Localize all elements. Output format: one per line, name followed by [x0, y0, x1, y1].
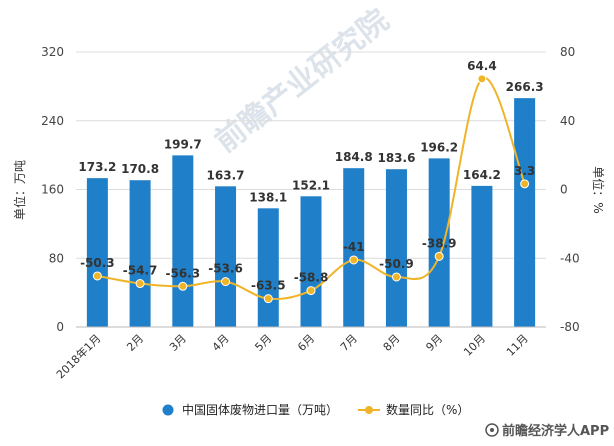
x-tick-label: 4月: [210, 332, 232, 354]
brand-logo-dot: [490, 428, 494, 432]
bar: [514, 98, 536, 327]
left-axis-title: 单位：万吨: [12, 160, 27, 220]
line-point: [434, 251, 444, 261]
x-tick-label: 9月: [423, 332, 445, 354]
watermark-text: 前瞻经济学人APP: [502, 423, 609, 439]
legend: 中国固体废物进口量（万吨） 数量同比（%）: [162, 402, 469, 417]
line-value-label: 3.3: [514, 164, 535, 178]
bar-series: [86, 98, 536, 327]
brand-logo-icon: [485, 423, 499, 437]
bar-value-label: 184.8: [335, 150, 373, 164]
line-point: [391, 272, 401, 282]
right-tick-label: -80: [560, 320, 580, 334]
right-tick-label: -40: [560, 251, 580, 265]
left-tick-label: 0: [56, 320, 64, 334]
bar-value-label: 164.2: [463, 168, 501, 182]
line-value-label: 64.4: [467, 59, 497, 73]
bar-value-label: 170.8: [121, 162, 159, 176]
right-axis-title: 单位：%: [591, 166, 606, 213]
line-series: [92, 74, 530, 304]
x-tick-label: 8月: [381, 332, 403, 354]
x-tick-label: 11月: [504, 332, 531, 359]
bar: [385, 169, 407, 327]
line-point: [349, 255, 359, 265]
bar-data-labels: 173.2 170.8 199.7 163.7 138.1 152.1 184.8 183.6…: [78, 80, 543, 204]
legend-bar-label: 中国固体废物进口量（万吨）: [182, 402, 338, 417]
x-tick-label: 6月: [295, 332, 317, 354]
bar-value-label: 266.3: [506, 80, 544, 94]
line-value-label: -50.9: [379, 257, 414, 271]
x-tick-label: 5月: [252, 332, 274, 354]
line-data-labels: -50.3 -54.7 -56.3 -53.6 -63.5 -58.8 -41 -50.9 -3…: [80, 59, 535, 293]
bar-value-label: 138.1: [249, 190, 287, 204]
line-value-label: -50.3: [80, 256, 115, 270]
line-point: [263, 294, 273, 304]
x-tick-label: 2月: [124, 332, 146, 354]
bar: [172, 155, 194, 327]
bar: [215, 186, 237, 327]
left-tick-label: 160: [41, 183, 64, 197]
bar-value-label: 173.2: [78, 160, 116, 174]
left-tick-label: 320: [41, 45, 64, 59]
bar-value-label: 152.1: [292, 178, 330, 192]
left-tick-label: 240: [41, 114, 64, 128]
source-watermark: 前瞻经济学人APP: [485, 423, 609, 439]
left-tick-label: 80: [49, 251, 64, 265]
line-value-label: -53.6: [208, 262, 243, 276]
line-point: [306, 286, 316, 296]
svg-text:前瞻产业研究院: 前瞻产业研究院: [209, 3, 396, 160]
line-point: [520, 179, 530, 189]
left-y-axis: 0 80 160 240 320: [41, 45, 64, 334]
legend-line-dot: [365, 406, 373, 414]
line-point: [221, 277, 231, 287]
right-tick-label: 80: [560, 45, 575, 59]
line-point: [477, 74, 487, 84]
right-y-axis: -80 -40 0 40 80: [560, 45, 580, 334]
line-value-label: -58.8: [294, 271, 329, 285]
line-value-label: -41: [343, 240, 365, 254]
bar: [300, 196, 322, 327]
line-value-label: -54.7: [123, 264, 158, 278]
line-value-label: -63.5: [251, 279, 286, 293]
line-value-label: -38.9: [422, 236, 457, 250]
x-tick-label: 2018年1月: [53, 331, 103, 381]
line-point: [135, 279, 145, 289]
legend-line-label: 数量同比（%）: [386, 402, 469, 417]
bar-value-label: 196.2: [420, 140, 458, 154]
bar: [343, 168, 365, 327]
bar: [129, 180, 151, 327]
line-point: [178, 281, 188, 291]
line-point: [92, 271, 102, 281]
x-tick-label: 10月: [461, 332, 488, 359]
right-tick-label: 0: [560, 183, 568, 197]
bar-value-label: 163.7: [207, 168, 245, 182]
background-watermark: 前瞻产业研究院: [209, 3, 396, 160]
bar: [257, 208, 279, 327]
bar-value-label: 199.7: [164, 137, 202, 151]
line-value-label: -56.3: [166, 266, 201, 280]
right-tick-label: 40: [560, 114, 575, 128]
bar-value-label: 183.6: [377, 151, 415, 165]
x-tick-label: 7月: [338, 332, 360, 354]
bar: [471, 185, 493, 327]
bar: [86, 178, 108, 327]
legend-bar-marker: [162, 404, 174, 416]
bar: [428, 158, 450, 327]
x-axis: 2018年1月 2月 3月 4月 5月 6月 7月 8月 9月 10月 11月: [53, 326, 546, 381]
x-tick-label: 3月: [167, 332, 189, 354]
